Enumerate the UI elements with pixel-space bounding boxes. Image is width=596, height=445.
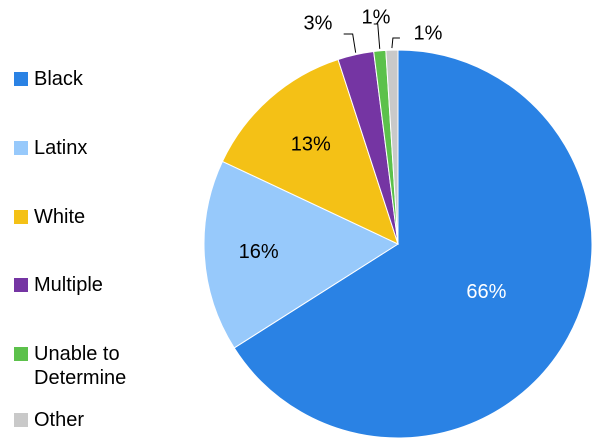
legend-item-other: Other bbox=[14, 408, 84, 432]
legend-swatch-white bbox=[14, 210, 28, 224]
pie-slice-black bbox=[233, 49, 593, 439]
legend-label-black: Black bbox=[34, 68, 83, 90]
leader-line-unable-to-determine bbox=[373, 23, 381, 49]
legend-item-unable-to-determine: Unable to Determine bbox=[14, 342, 126, 390]
legend-swatch-multiple bbox=[14, 278, 28, 292]
data-label-multiple: 3% bbox=[304, 12, 333, 34]
legend-item-latinx: Latinx bbox=[14, 136, 87, 160]
legend-item-black: Black bbox=[14, 67, 83, 91]
data-label-unable-to-determine: 1% bbox=[362, 6, 391, 28]
legend-swatch-latinx bbox=[14, 141, 28, 155]
leader-line-other bbox=[391, 37, 400, 49]
pie-slice-latinx bbox=[203, 160, 400, 349]
legend-label-other: Other bbox=[34, 409, 85, 431]
pie-slice-other bbox=[385, 49, 399, 245]
data-label-black: 66% bbox=[466, 281, 506, 303]
legend-label-multiple: Multiple bbox=[34, 274, 103, 296]
leader-line-multiple bbox=[343, 33, 357, 53]
chart-legend: Black Latinx White Multiple Unable to De… bbox=[14, 0, 214, 445]
legend-swatch-other bbox=[14, 413, 28, 427]
legend-item-white: White bbox=[14, 205, 85, 229]
legend-item-multiple: Multiple bbox=[14, 273, 103, 297]
legend-label-unable-to-determine: Unable to Determine bbox=[34, 343, 127, 389]
legend-swatch-black bbox=[14, 72, 28, 86]
legend-swatch-unable-to-determine bbox=[14, 347, 28, 361]
legend-label-white: White bbox=[34, 206, 86, 228]
pie-slice-white bbox=[221, 58, 399, 245]
data-label-other: 1% bbox=[414, 22, 443, 44]
data-label-white: 13% bbox=[291, 133, 331, 155]
legend-label-latinx: Latinx bbox=[34, 137, 88, 159]
data-label-latinx: 16% bbox=[239, 241, 279, 263]
